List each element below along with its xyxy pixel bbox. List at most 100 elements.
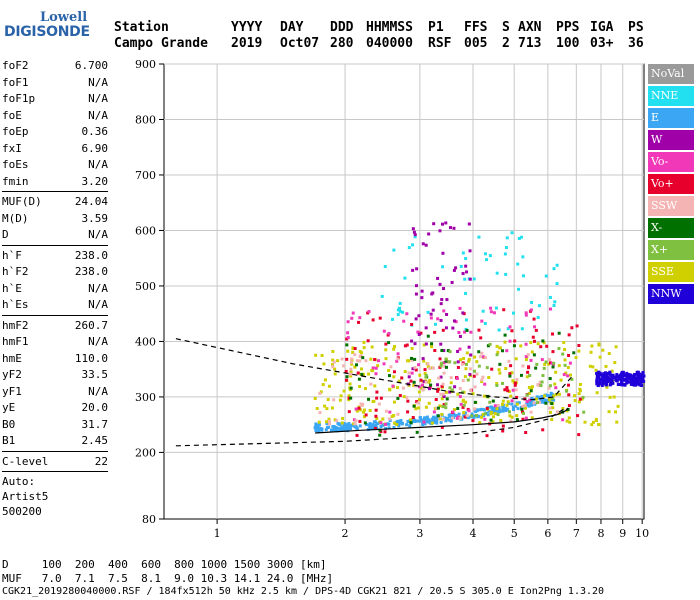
echo-point-nnw — [598, 378, 602, 382]
echo-point-w — [414, 317, 418, 321]
echo-point-sse — [495, 407, 499, 411]
echo-point-w — [456, 349, 460, 353]
echo-point-e — [355, 427, 359, 431]
echo-point-sse — [478, 421, 482, 425]
echo-point-w — [440, 297, 444, 301]
echo-point-sse — [493, 411, 497, 415]
echo-point-nnw — [620, 375, 624, 379]
echo-point-sse — [536, 342, 540, 346]
echo-point-sse — [589, 350, 593, 354]
header-value-3: 280 — [330, 36, 354, 51]
echo-point-nnw — [625, 375, 629, 379]
echo-point-nnw — [621, 383, 625, 387]
echo-point-nnw — [640, 373, 644, 377]
echo-point-nnw — [604, 371, 608, 375]
echo-point-sse — [598, 355, 602, 359]
echo-point-vo — [485, 406, 489, 410]
header-value-1: 2019 — [231, 36, 263, 51]
echo-point-x — [550, 402, 554, 406]
echo-point-e — [430, 419, 434, 423]
echo-point-sse — [565, 419, 569, 423]
echo-point-vo — [479, 336, 483, 340]
echo-point-ssw — [460, 362, 464, 366]
echo-point-sse — [321, 383, 325, 387]
echo-point-vo — [469, 330, 473, 334]
param-row: foEs N/A — [2, 157, 108, 174]
echo-point-e — [465, 415, 469, 419]
echo-point-sse — [440, 397, 444, 401]
echo-point-sse — [319, 390, 323, 394]
echo-point-e — [517, 401, 521, 405]
echo-point-x — [415, 430, 419, 434]
echo-point-sse — [428, 379, 432, 383]
echo-point-sse — [423, 372, 427, 376]
echo-point-x — [444, 357, 448, 361]
echo-point-sse — [529, 341, 533, 345]
echo-point-vo — [395, 359, 399, 363]
echo-point-sse — [534, 397, 538, 401]
echo-point-w — [431, 291, 435, 295]
echo-point-sse — [403, 370, 407, 374]
echo-point-x — [563, 363, 567, 367]
param-value: 3.20 — [81, 174, 109, 188]
echo-point-vo — [442, 361, 446, 365]
echo-point-x — [412, 404, 416, 408]
param-value: 0.36 — [81, 125, 109, 138]
echo-point-w — [435, 383, 439, 387]
echo-point-sse — [563, 348, 567, 352]
echo-point-sse — [547, 362, 551, 366]
echo-point-ssw — [354, 419, 358, 423]
echo-point-e — [530, 402, 534, 406]
echo-point-sse — [414, 407, 418, 411]
echo-point-vo — [366, 339, 370, 343]
echo-point-x — [424, 375, 428, 379]
echo-point-nnw — [616, 382, 620, 386]
echo-point-vo — [524, 431, 528, 435]
echo-point-vo — [467, 409, 471, 413]
header-value-6: 005 — [464, 36, 488, 51]
echo-point-e — [494, 409, 498, 413]
echo-point-vo — [345, 357, 349, 361]
echo-point-vo — [358, 419, 362, 423]
echo-point-sse — [381, 417, 385, 421]
echo-point-x — [464, 362, 468, 366]
echo-point-e — [547, 394, 551, 398]
echo-point-w — [439, 302, 443, 306]
echo-point-vo — [477, 328, 481, 332]
echo-point-sse — [314, 353, 318, 357]
echo-point-sse — [562, 341, 566, 345]
param-value: 2.45 — [81, 434, 109, 447]
echo-point-e — [399, 418, 403, 422]
echo-point-ssw — [396, 412, 400, 416]
echo-point-vo — [490, 367, 494, 371]
echo-point-vo — [346, 331, 350, 335]
echo-point-nne — [548, 295, 552, 299]
echo-point-sse — [392, 400, 396, 404]
x-tick-label: 8 — [597, 527, 604, 540]
echo-point-sse — [412, 383, 416, 387]
echo-point-sse — [547, 398, 551, 402]
echo-point-x — [483, 412, 487, 416]
echo-point-x — [429, 383, 433, 387]
echo-point-sse — [419, 386, 423, 390]
echo-point-vo — [351, 311, 355, 315]
x-tick-label: 1 — [214, 527, 221, 540]
param-name: B0 — [2, 417, 16, 431]
echo-point-vo — [455, 376, 459, 380]
echo-point-vo — [374, 414, 378, 418]
echo-point-x — [552, 361, 556, 365]
echo-point-vo — [549, 361, 553, 365]
echo-point-x — [548, 377, 552, 381]
echo-point-sse — [438, 404, 442, 408]
echo-point-nnw — [630, 379, 634, 383]
echo-point-sse — [353, 365, 357, 369]
echo-point-e — [540, 399, 544, 403]
echo-point-nnw — [609, 382, 613, 386]
echo-point-sse — [574, 356, 578, 360]
echo-point-nne — [481, 309, 485, 313]
echo-point-nne — [483, 252, 487, 256]
echo-point-e — [497, 405, 501, 409]
echo-point-nnw — [610, 376, 614, 380]
echo-point-sse — [351, 350, 355, 354]
echo-point-sse — [390, 414, 394, 418]
